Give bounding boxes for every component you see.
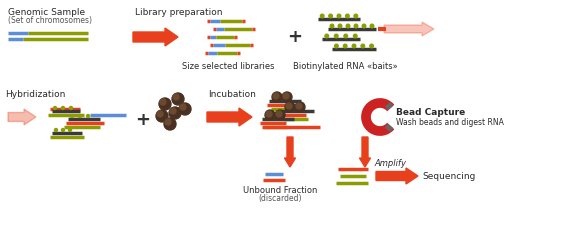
Circle shape — [330, 25, 334, 29]
Circle shape — [354, 15, 358, 19]
Circle shape — [172, 94, 184, 106]
FancyArrow shape — [359, 137, 370, 167]
Circle shape — [325, 35, 328, 39]
Text: Wash beads and digest RNA: Wash beads and digest RNA — [396, 118, 504, 126]
Circle shape — [179, 104, 191, 116]
Circle shape — [343, 45, 347, 49]
Text: Unbound Fraction: Unbound Fraction — [243, 185, 317, 194]
Circle shape — [338, 25, 342, 29]
Circle shape — [170, 109, 176, 114]
Circle shape — [283, 94, 289, 100]
Circle shape — [282, 93, 292, 103]
Text: (Set of chromosomes): (Set of chromosomes) — [8, 16, 92, 25]
Text: +: + — [288, 28, 302, 46]
Circle shape — [361, 45, 364, 49]
Circle shape — [160, 100, 166, 106]
Circle shape — [346, 15, 349, 19]
Circle shape — [370, 25, 374, 29]
Circle shape — [71, 115, 73, 118]
Circle shape — [295, 103, 305, 113]
Circle shape — [320, 15, 324, 19]
FancyArrow shape — [285, 137, 296, 167]
Text: Biotinylated RNA «baits»: Biotinylated RNA «baits» — [293, 62, 397, 71]
Circle shape — [265, 111, 275, 121]
FancyArrow shape — [133, 29, 178, 47]
Circle shape — [169, 108, 181, 119]
Circle shape — [272, 93, 282, 103]
Circle shape — [55, 129, 57, 132]
Circle shape — [337, 15, 341, 19]
Text: Sequencing: Sequencing — [422, 172, 475, 181]
Circle shape — [69, 107, 72, 110]
Circle shape — [53, 107, 56, 110]
Circle shape — [276, 111, 282, 118]
Circle shape — [296, 104, 302, 109]
FancyArrow shape — [376, 168, 418, 184]
Circle shape — [344, 35, 347, 39]
Circle shape — [354, 25, 358, 29]
Text: Library preparation: Library preparation — [135, 8, 223, 17]
Circle shape — [165, 119, 171, 126]
Circle shape — [68, 129, 72, 132]
Text: +: + — [135, 111, 150, 128]
Circle shape — [275, 111, 285, 121]
Circle shape — [329, 15, 332, 19]
FancyArrow shape — [207, 109, 252, 126]
Text: Bead Capture: Bead Capture — [396, 108, 466, 116]
Circle shape — [159, 99, 171, 111]
Circle shape — [354, 35, 357, 39]
Circle shape — [335, 35, 338, 39]
Circle shape — [61, 107, 64, 110]
Circle shape — [180, 105, 186, 111]
Circle shape — [273, 94, 279, 100]
Text: Incubation: Incubation — [208, 90, 256, 99]
Circle shape — [156, 111, 168, 122]
Circle shape — [164, 118, 176, 131]
Circle shape — [362, 25, 366, 29]
Circle shape — [285, 103, 295, 113]
Text: Size selected libraries: Size selected libraries — [182, 62, 274, 71]
Text: Hybridization: Hybridization — [5, 90, 65, 99]
Text: (discarded): (discarded) — [258, 193, 302, 202]
FancyArrow shape — [8, 109, 36, 126]
Circle shape — [370, 45, 374, 49]
Circle shape — [352, 45, 356, 49]
Circle shape — [286, 104, 292, 109]
Circle shape — [335, 45, 338, 49]
Circle shape — [79, 115, 82, 118]
Circle shape — [61, 129, 64, 132]
Text: Amplify: Amplify — [374, 158, 406, 167]
Circle shape — [157, 111, 163, 118]
Circle shape — [346, 25, 350, 29]
FancyArrow shape — [384, 23, 434, 37]
Circle shape — [87, 115, 90, 118]
Circle shape — [173, 95, 179, 101]
Circle shape — [266, 111, 272, 118]
Text: Genomic Sample: Genomic Sample — [8, 8, 85, 17]
